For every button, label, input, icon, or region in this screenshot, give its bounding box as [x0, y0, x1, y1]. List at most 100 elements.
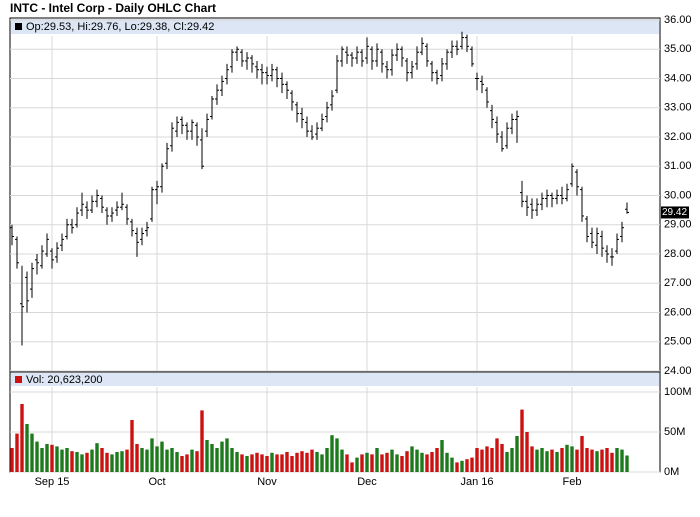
volume-bar	[470, 457, 474, 472]
volume-bar	[100, 448, 104, 472]
last-price-tag	[661, 206, 689, 219]
y-tick-label: 28.00	[664, 248, 692, 260]
volume-bar	[395, 454, 399, 472]
volume-bar	[260, 454, 264, 472]
volume-bar	[210, 444, 214, 472]
volume-bar	[355, 457, 359, 472]
volume-bar	[505, 452, 509, 472]
volume-bar	[370, 454, 374, 472]
volume-bar	[525, 432, 529, 472]
volume-bar	[270, 452, 274, 472]
volume-bar	[65, 448, 69, 472]
last-price-label: 29.42	[662, 207, 687, 218]
volume-bar	[225, 438, 229, 472]
volume-bar	[110, 454, 114, 472]
y-tick-label: 29.00	[664, 219, 692, 231]
volume-bar	[345, 454, 349, 472]
volume-bar	[340, 449, 344, 472]
volume-bar	[520, 409, 524, 472]
volume-bar	[410, 446, 414, 472]
volume-tick-label: 50M	[664, 426, 685, 438]
volume-bar	[85, 452, 89, 472]
volume-bar	[360, 454, 364, 472]
volume-bar	[290, 456, 294, 472]
volume-bar	[230, 448, 234, 472]
volume-legend-band	[11, 373, 659, 386]
y-tick-label: 35.00	[664, 43, 692, 55]
volume-bar	[545, 451, 549, 472]
volume-bar	[430, 452, 434, 472]
volume-tick-label: 0M	[664, 466, 679, 478]
volume-bar	[560, 448, 564, 472]
volume-bar	[80, 454, 84, 472]
volume-bar	[115, 452, 119, 472]
chart-title: INTC - Intel Corp - Daily OHLC Chart	[10, 1, 216, 15]
legend-swatch	[15, 23, 22, 30]
volume-bar	[490, 448, 494, 472]
volume-bar	[155, 446, 159, 472]
volume-bar	[350, 462, 354, 472]
volume-bar	[255, 452, 259, 472]
volume-bar	[425, 454, 429, 472]
x-tick-label: Feb	[563, 476, 582, 488]
y-tick-label: 33.00	[664, 102, 692, 114]
volume-bar	[495, 438, 499, 472]
volume-bar	[125, 449, 129, 472]
volume-bar	[605, 448, 609, 472]
volume-bar	[530, 446, 534, 472]
volume-bar	[440, 440, 444, 472]
volume-bar	[165, 449, 169, 472]
y-tick-label: 26.00	[664, 306, 692, 318]
volume-bar	[245, 456, 249, 472]
volume-bar	[590, 449, 594, 472]
volume-bar	[105, 452, 109, 472]
volume-bar	[485, 446, 489, 472]
volume-bar	[325, 448, 329, 472]
volume-bar	[615, 448, 619, 472]
volume-bar	[30, 433, 34, 472]
volume-bar	[380, 454, 384, 472]
volume-bar	[450, 457, 454, 472]
volume-bar	[160, 441, 164, 472]
volume-bar	[170, 448, 174, 472]
legend-text: Op:29.53, Hi:29.76, Lo:29.38, Cl:29.42	[26, 21, 214, 33]
volume-bar	[555, 452, 559, 472]
volume-bar	[55, 446, 59, 472]
volume-bar	[135, 444, 139, 472]
volume-bar	[195, 451, 199, 472]
volume-bar	[295, 452, 299, 472]
volume-bar	[60, 449, 64, 472]
volume-bar	[475, 448, 479, 472]
volume-bar	[510, 448, 514, 472]
volume-bar	[420, 452, 424, 472]
volume-bar	[390, 449, 394, 472]
volume-bar	[535, 449, 539, 472]
volume-bar	[625, 455, 629, 472]
volume-bar	[235, 452, 239, 472]
volume-bar	[515, 436, 519, 472]
y-tick-label: 24.00	[664, 365, 692, 377]
volume-bar	[120, 451, 124, 472]
y-tick-label: 31.00	[664, 160, 692, 172]
volume-bar	[620, 449, 624, 472]
volume-bar	[35, 441, 39, 472]
volume-bar	[185, 454, 189, 472]
volume-bar	[70, 451, 74, 472]
volume-bar	[435, 448, 439, 472]
volume-bar	[275, 454, 279, 472]
volume-bar	[140, 448, 144, 472]
volume-bar	[465, 459, 469, 472]
y-tick-label: 36.00	[664, 14, 692, 26]
volume-bar	[335, 438, 339, 472]
volume-bar	[565, 444, 569, 472]
volume-bar	[150, 438, 154, 472]
x-tick-label: Jan 16	[460, 476, 493, 488]
volume-bar	[500, 444, 504, 472]
volume-bar	[180, 456, 184, 472]
volume-bar	[20, 404, 24, 472]
volume-bar	[240, 454, 244, 472]
volume-bar	[415, 449, 419, 472]
y-tick-label: 30.00	[664, 189, 692, 201]
volume-bar	[385, 452, 389, 472]
